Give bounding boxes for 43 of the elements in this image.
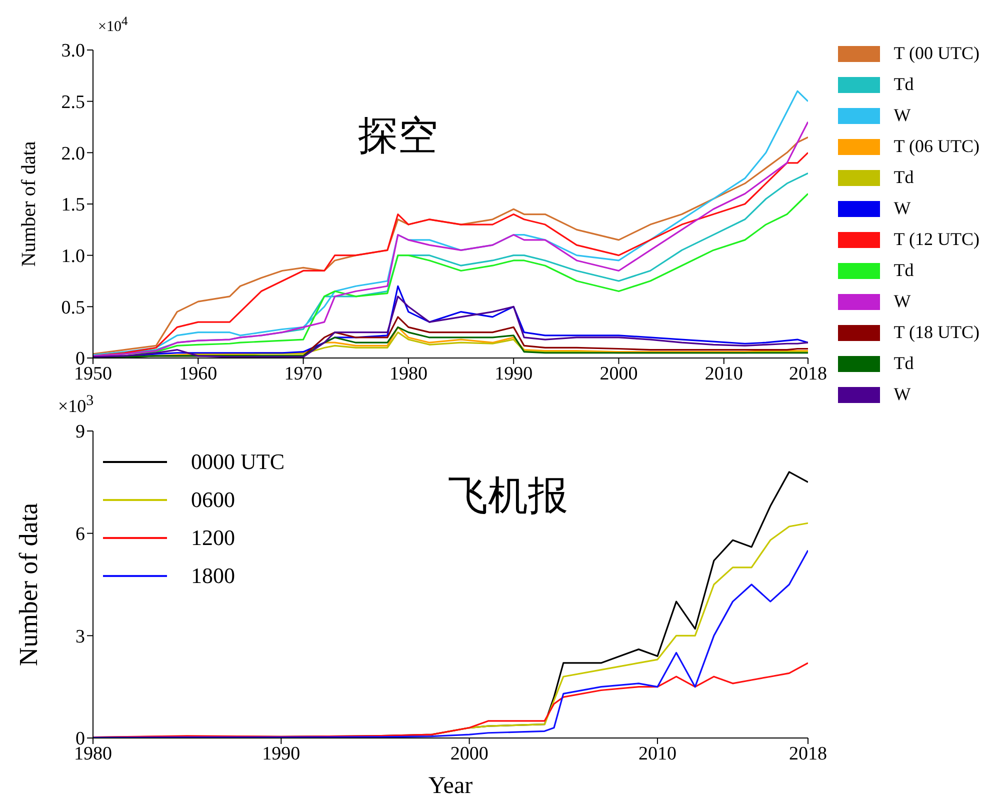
- y-tick-label: 6: [76, 524, 85, 546]
- legend-label: T (18 UTC): [894, 321, 980, 344]
- legend-label: W: [894, 104, 911, 127]
- legend-label: T (06 UTC): [894, 135, 980, 158]
- legend-label: W: [894, 197, 911, 220]
- x-tick-label: 1970: [284, 363, 322, 384]
- y-tick-label: 3: [76, 626, 85, 648]
- y-axis-title: Number of data: [14, 502, 44, 666]
- legend-label: W: [894, 290, 911, 313]
- x-tick-label: 1990: [494, 363, 533, 384]
- y-tick-label: 1.0: [61, 246, 85, 268]
- legend-label: W: [894, 383, 911, 406]
- y-tick-label: 1.5: [61, 194, 85, 216]
- text: ×10$^{3}$: [58, 393, 94, 417]
- legend-label: 1800: [191, 562, 235, 590]
- legend-label: 0000 UTC: [191, 448, 284, 476]
- y-tick-label: 0.5: [61, 297, 85, 318]
- legend-label: 0600: [191, 486, 235, 514]
- y-tick-label: 3.0: [61, 40, 85, 62]
- x-tick-label: 2018: [789, 363, 827, 384]
- x-tick-label: 2018: [789, 743, 827, 764]
- y-tick-label: 2.0: [61, 143, 85, 164]
- text: ×10$^{4}$: [98, 14, 128, 36]
- annotation: 探空: [358, 112, 438, 161]
- x-axis-title: Year: [428, 773, 473, 799]
- y-axis-title: Number of data: [18, 141, 40, 267]
- x-tick-label: 1990: [262, 743, 300, 764]
- legend-label: 1200: [191, 524, 235, 552]
- legend-label: Td: [894, 73, 914, 96]
- legend-label: Td: [894, 259, 914, 282]
- x-tick-label: 1960: [179, 363, 218, 384]
- x-tick-label: 2010: [638, 743, 676, 764]
- x-tick-label: 2000: [600, 363, 638, 384]
- x-tick-label: 2010: [704, 363, 743, 384]
- legend-label: Td: [894, 352, 914, 375]
- legend-label: Td: [894, 166, 914, 189]
- annotation: 飞机报: [448, 472, 568, 521]
- x-tick-label: 2000: [450, 743, 488, 764]
- legend-label: T (00 UTC): [894, 42, 980, 65]
- x-tick-label: 1980: [389, 363, 428, 384]
- y-tick-label: 9: [76, 422, 85, 443]
- y-tick-label: 2.5: [61, 92, 85, 114]
- legend-label: T (12 UTC): [894, 228, 980, 251]
